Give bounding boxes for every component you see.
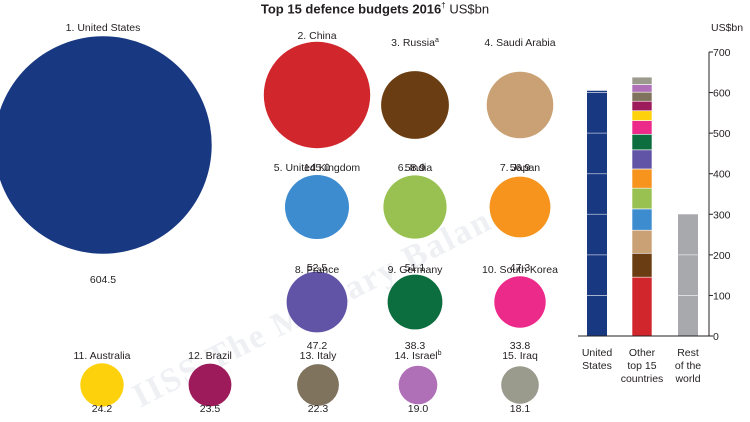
bubble-label-united-states: 1. United States [66,22,141,34]
bar-segment-germany [631,133,653,151]
bubble-value-israel: 19.0 [408,403,429,415]
y-axis-unit: US$bn [711,22,743,34]
bar-segment-australia [631,110,653,121]
bubble-japan [489,176,551,238]
bubble-brazil [188,363,232,407]
bubble-russia [381,71,449,139]
bar-segment-japan [631,168,653,189]
bar-rest-of-the-world [678,214,698,336]
y-tick-label-0: 0 [713,331,719,343]
bubble-label-australia: 11. Australia [73,350,130,362]
bubble-label-russia: 3. Russiaa [391,37,439,49]
y-tick-label-500: 500 [713,128,731,140]
bubble-label-united-kingdom: 5. United Kingdom [274,162,361,174]
stacked-bar-chart: US$bn 0 100 200 300 400 500 600 700 United States O… [578,22,743,385]
bubble-label-italy: 13. Italy [300,350,338,362]
bubble-value-saudi-arabia: 56.9 [510,162,531,174]
chart-title-main: Top 15 defence budgets 2016 [260,1,442,17]
bar-label-other-top-15-countries: Other top 15 countries [621,347,664,385]
bar-united-states [587,90,607,336]
bubble-india [383,175,447,239]
bubble-label-south-korea: 10. South Korea [482,264,558,276]
bubble-value-united-kingdom: 52.5 [307,262,328,274]
bubble-label-germany: 9. Germany [388,264,444,276]
bar-segment-china [631,276,653,337]
bar-label-rest-of-the-world: Rest of the world [674,347,701,385]
bubble-value-germany: 38.3 [405,340,426,352]
y-tick-label-400: 400 [713,169,731,181]
bar-segment-brazil [631,100,653,112]
y-tick-label-200: 200 [713,250,731,262]
bubble-israel [398,365,438,405]
bubble-label-france: 8. France [295,264,340,276]
bubble-value-south-korea: 33.8 [510,340,531,352]
chart-title-unit: US$bn [449,1,490,17]
bubble-label-china: 2. China [297,30,336,42]
bubble-value-united-states: 604.5 [90,274,116,286]
bubble-italy [297,364,339,406]
bubble-label-japan: 7. Japan [500,162,540,174]
chart-title: Top 15 defence budgets 2016† US$bn [0,1,750,16]
y-tick-label-100: 100 [713,290,731,302]
bubble-value-india: 51.1 [405,262,426,274]
y-tick-label-600: 600 [713,88,731,100]
bubble-chart: 1. United States 604.5 2. China 145.0 3. Rus… [0,22,558,415]
bar-segment-south-korea [631,120,653,135]
bar-segment-israel [631,84,653,93]
title-footnote-mark: † [441,1,446,10]
bar-segment-united-kingdom [631,208,653,231]
bubble-value-japan: 47.3 [510,262,531,274]
bubble-south-korea [494,276,546,328]
bubble-value-france: 47.2 [307,340,328,352]
bar-segment-iraq [631,76,653,85]
bubble-value-italy: 22.3 [308,403,329,415]
bubble-saudi-arabia [486,71,554,139]
bubble-value-china: 145.0 [304,162,330,174]
bar-label-united-states: United States [582,347,613,372]
bubble-value-iraq: 18.1 [510,403,531,415]
bubble-united-states [0,36,212,254]
bubble-france [286,271,348,333]
bubble-value-australia: 24.2 [92,403,113,415]
bar-segment-france [631,149,653,170]
bubble-label-india: 6. India [398,162,433,174]
bar-segment-russia [631,252,653,278]
bubble-value-russia: 58.9 [405,162,426,174]
bubble-label-saudi-arabia: 4. Saudi Arabia [484,37,555,49]
bubble-label-brazil: 12. Brazil [188,350,232,362]
bubble-label-israel: 14. Israelb [394,350,441,362]
y-tick-label-300: 300 [713,209,731,221]
bubble-label-iraq: 15. Iraq [502,350,538,362]
bubble-china [263,41,371,149]
bubble-value-brazil: 23.5 [200,403,221,415]
bubble-iraq [501,366,539,404]
y-tick-label-700: 700 [713,47,731,59]
bar-segment-italy [631,91,653,102]
bar-segment-india [631,187,653,210]
bubble-united-kingdom [285,175,349,239]
bubble-australia [80,363,124,407]
bubble-germany [387,274,443,330]
bar-segment-saudi-arabia [631,229,653,254]
